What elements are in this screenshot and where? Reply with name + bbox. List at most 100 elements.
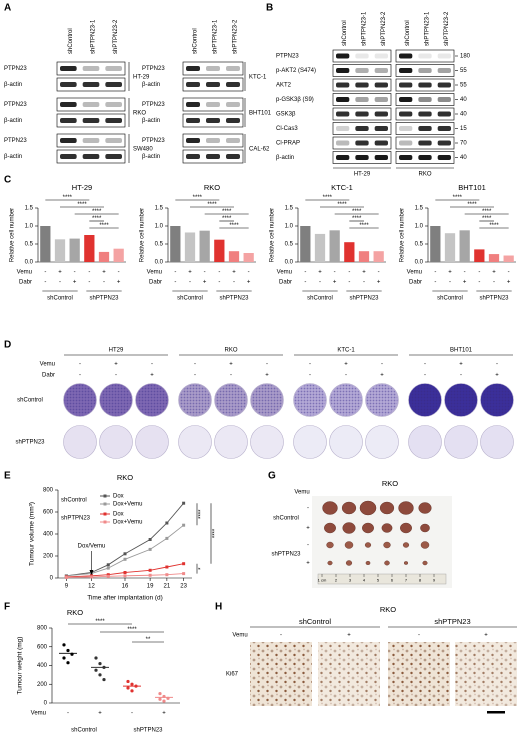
significance-label: ****	[199, 509, 205, 519]
band	[336, 126, 350, 131]
treatment-sign: -	[174, 270, 176, 276]
protein-label: β-actin	[276, 155, 294, 161]
treatment-sign: -	[151, 362, 153, 368]
treatment-sign: -	[194, 362, 196, 368]
panel-label: D	[4, 340, 11, 351]
colony-texture	[481, 384, 513, 416]
band	[374, 68, 388, 73]
significance-label: ****	[92, 216, 102, 222]
band	[206, 82, 220, 87]
significance-label: ****	[77, 202, 87, 208]
data-point	[148, 547, 152, 551]
band	[82, 154, 100, 159]
bar	[474, 249, 485, 262]
panel-label: A	[4, 3, 11, 14]
data-point	[70, 652, 74, 656]
band	[206, 138, 220, 143]
protein-label: β-actin	[142, 118, 160, 124]
y-tick-label: 1.0	[155, 224, 164, 230]
significance-label: ****	[213, 528, 219, 538]
colony-texture	[100, 384, 132, 416]
protein-label: β-actin	[142, 82, 160, 88]
band	[82, 118, 100, 123]
colony-texture	[294, 384, 326, 416]
treatment-sign: -	[434, 280, 436, 286]
band	[60, 82, 77, 87]
data-point	[158, 692, 162, 696]
treatment-sign: -	[304, 270, 306, 276]
treatment-sign: -	[88, 270, 90, 276]
band	[186, 82, 200, 87]
band	[418, 126, 432, 131]
y-axis-label: Tumour weight (mg)	[17, 637, 24, 695]
treatment-sign: -	[478, 270, 480, 276]
treatment-sign: -	[204, 270, 206, 276]
lane-label: shControl	[193, 28, 199, 54]
band	[336, 97, 350, 102]
band	[399, 126, 413, 131]
protein-label: Cl-Cas3	[276, 126, 298, 132]
well	[444, 425, 478, 459]
band	[226, 154, 240, 159]
treatment-sign: -	[304, 280, 306, 286]
mw-label: 40	[460, 155, 467, 161]
band	[336, 68, 350, 73]
band	[60, 138, 77, 143]
protein-label: β-actin	[142, 154, 160, 160]
data-point	[148, 538, 152, 541]
band	[418, 53, 432, 59]
tumour	[420, 541, 430, 549]
x-tick-label: 19	[147, 584, 154, 590]
group-label: shControl	[177, 296, 203, 302]
treatment-sign: -	[334, 270, 336, 276]
band	[418, 97, 432, 102]
y-tick-label: 0.5	[285, 242, 294, 248]
band	[82, 102, 100, 107]
bar	[98, 251, 110, 262]
treatment-sign: -	[88, 280, 90, 286]
cell-line-label: RKO	[418, 172, 431, 178]
treatment-sign: -	[381, 362, 383, 368]
well	[250, 425, 284, 459]
lane-label: shPTPN23-2	[113, 19, 119, 54]
band	[374, 97, 388, 102]
band	[399, 140, 413, 146]
protein-label: AKT2	[276, 83, 292, 89]
treatment-label: Vemu	[31, 711, 46, 717]
colony-texture	[409, 384, 441, 416]
cell-line-label: HT-29	[354, 172, 371, 178]
bar	[170, 226, 181, 262]
band	[105, 138, 122, 143]
y-tick-label: 400	[37, 663, 48, 669]
band	[206, 118, 220, 123]
band	[437, 68, 451, 73]
band	[355, 68, 369, 73]
chart-title: RKO	[67, 608, 83, 617]
data-point	[106, 563, 110, 567]
row-label: shPTPN23	[15, 440, 45, 446]
data-point	[162, 694, 166, 699]
tumour	[344, 541, 354, 549]
treatment-sign: +	[150, 373, 154, 379]
treatment-sign: -	[363, 280, 365, 286]
band	[82, 138, 100, 143]
bar	[199, 230, 210, 262]
group-label: shControl	[273, 516, 299, 522]
treatment-sign: -	[266, 362, 268, 368]
group-label: shControl	[71, 728, 97, 734]
ihc-image	[388, 642, 450, 706]
tumour	[341, 501, 357, 515]
well	[480, 425, 514, 459]
band	[437, 111, 451, 117]
treatment-sign: -	[319, 280, 321, 286]
stain-label: Ki67	[226, 672, 239, 678]
band	[355, 97, 369, 102]
treatment-sign: -	[115, 373, 117, 379]
data-point	[148, 573, 152, 577]
x-tick-label: 21	[164, 584, 171, 590]
group-label: shPTPN23	[271, 552, 301, 558]
treatment-sign: +	[229, 362, 233, 368]
y-axis-label: Tumour volume (mm³)	[29, 502, 36, 566]
cell-line-label: KTC-1	[249, 75, 267, 81]
